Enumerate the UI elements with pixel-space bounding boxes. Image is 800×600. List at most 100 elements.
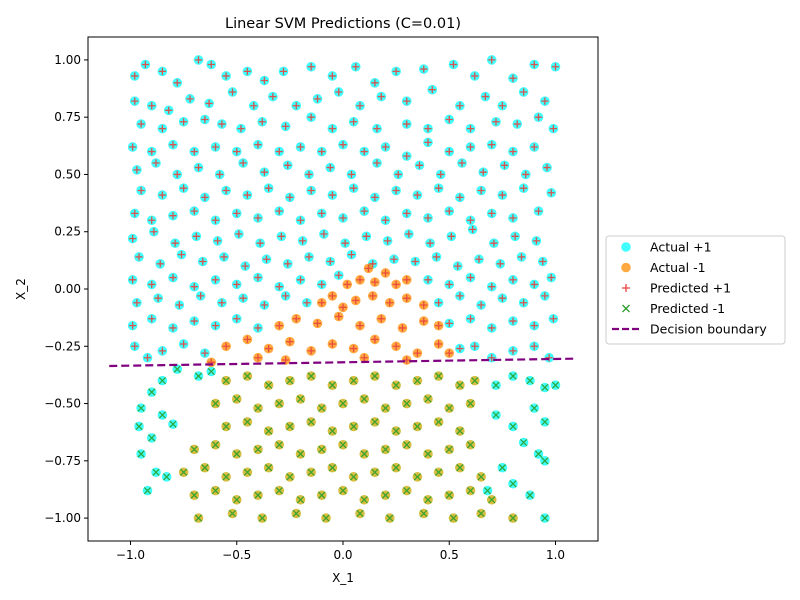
x-tick-label: 1.0: [546, 548, 565, 562]
predicted-pos-marker: [133, 166, 141, 174]
predicted-pos-marker: [233, 209, 241, 217]
predicted-pos-marker: [305, 170, 313, 179]
predicted-neg-marker: [162, 473, 171, 481]
predicted-neg-marker: [526, 376, 534, 385]
predicted-pos-marker: [350, 344, 358, 353]
predicted-pos-marker: [339, 141, 347, 149]
predicted-neg-marker: [233, 496, 241, 504]
predicted-pos-marker: [369, 292, 377, 300]
predicted-pos-marker: [475, 255, 483, 263]
predicted-pos-marker: [218, 299, 226, 307]
predicted-pos-marker: [362, 232, 370, 240]
predicted-pos-marker: [398, 324, 407, 332]
y-tick-label: −0.50: [44, 397, 81, 411]
predicted-neg-marker: [296, 450, 305, 458]
predicted-neg-marker: [194, 372, 203, 380]
x-tick-label: −0.5: [222, 548, 251, 562]
predicted-pos-marker: [471, 72, 479, 80]
predicted-pos-marker: [328, 191, 336, 199]
predicted-pos-marker: [135, 253, 143, 261]
y-tick-label: −1.00: [44, 511, 81, 525]
predicted-neg-marker: [360, 496, 368, 504]
predicted-neg-marker: [148, 388, 156, 396]
legend-label: Actual +1: [650, 240, 712, 255]
predicted-pos-marker: [509, 347, 517, 355]
predicted-neg-marker: [339, 441, 347, 449]
predicted-pos-marker: [158, 125, 166, 133]
predicted-pos-marker: [547, 273, 555, 282]
predicted-neg-marker: [264, 381, 273, 389]
predicted-pos-marker: [539, 257, 547, 266]
predicted-pos-marker: [129, 276, 137, 284]
predicted-pos-marker: [241, 262, 249, 270]
predicted-pos-marker: [534, 113, 543, 121]
predicted-pos-marker: [371, 193, 379, 201]
predicted-neg-marker: [456, 427, 464, 435]
predicted-pos-marker: [488, 354, 496, 362]
predicted-pos-marker: [282, 122, 290, 130]
predicted-neg-marker: [318, 404, 326, 412]
predicted-pos-marker: [318, 299, 326, 307]
predicted-pos-marker: [350, 184, 358, 192]
predicted-pos-marker: [335, 88, 343, 96]
predicted-pos-marker: [296, 276, 305, 284]
predicted-pos-marker: [364, 264, 373, 272]
predicted-neg-marker: [403, 486, 411, 495]
predicted-pos-marker: [313, 319, 322, 327]
predicted-neg-marker: [243, 418, 252, 426]
predicted-pos-marker: [543, 163, 551, 172]
predicted-pos-marker: [371, 79, 379, 87]
predicted-neg-marker: [158, 376, 167, 385]
predicted-pos-marker: [384, 237, 392, 245]
predicted-neg-marker: [135, 422, 143, 431]
predicted-neg-marker: [207, 367, 215, 376]
predicted-pos-marker: [211, 276, 220, 284]
predicted-neg-marker: [492, 411, 500, 419]
predicted-neg-marker: [483, 486, 492, 495]
predicted-neg-marker: [275, 399, 283, 408]
predicted-pos-marker: [239, 159, 247, 167]
predicted-pos-marker: [180, 340, 188, 348]
predicted-neg-marker: [233, 450, 241, 458]
predicted-pos-marker: [292, 102, 300, 110]
predicted-pos-marker: [169, 141, 177, 149]
y-tick-label: 0.75: [54, 110, 81, 124]
y-tick-label: −0.75: [44, 454, 81, 468]
predicted-pos-marker: [279, 67, 288, 75]
predicted-neg-marker: [420, 509, 428, 518]
predicted-pos-marker: [534, 207, 543, 215]
predicted-pos-marker: [424, 125, 432, 133]
x-tick-label: 0.5: [440, 548, 459, 562]
predicted-neg-marker: [286, 422, 294, 431]
predicted-neg-marker: [296, 496, 305, 504]
predicted-pos-marker: [190, 283, 198, 291]
predicted-neg-marker: [424, 395, 432, 403]
predicted-pos-marker: [254, 324, 262, 332]
predicted-pos-marker: [137, 120, 145, 128]
predicted-pos-marker: [250, 102, 258, 110]
predicted-pos-marker: [148, 147, 156, 156]
predicted-neg-marker: [307, 418, 315, 426]
predicted-pos-marker: [326, 257, 334, 266]
predicted-pos-marker: [192, 232, 200, 240]
predicted-pos-marker: [445, 147, 453, 156]
predicted-pos-marker: [318, 209, 326, 217]
predicted-pos-marker: [492, 118, 500, 126]
y-axis-label: X_2: [14, 278, 28, 300]
predicted-pos-marker: [445, 207, 453, 215]
predicted-neg-marker: [488, 496, 496, 504]
predicted-pos-marker: [275, 147, 283, 156]
predicted-pos-marker: [284, 260, 292, 268]
predicted-pos-marker: [500, 161, 509, 169]
predicted-neg-marker: [519, 438, 528, 447]
predicted-neg-marker: [434, 418, 443, 426]
predicted-pos-marker: [214, 237, 222, 245]
predicted-neg-marker: [530, 404, 538, 412]
legend-label: Predicted +1: [650, 281, 731, 296]
predicted-pos-marker: [150, 228, 158, 236]
predicted-neg-marker: [286, 376, 294, 385]
predicted-neg-marker: [471, 376, 479, 385]
predicted-neg-marker: [339, 486, 347, 495]
predicted-neg-marker: [360, 450, 368, 458]
predicted-neg-marker: [243, 372, 252, 380]
